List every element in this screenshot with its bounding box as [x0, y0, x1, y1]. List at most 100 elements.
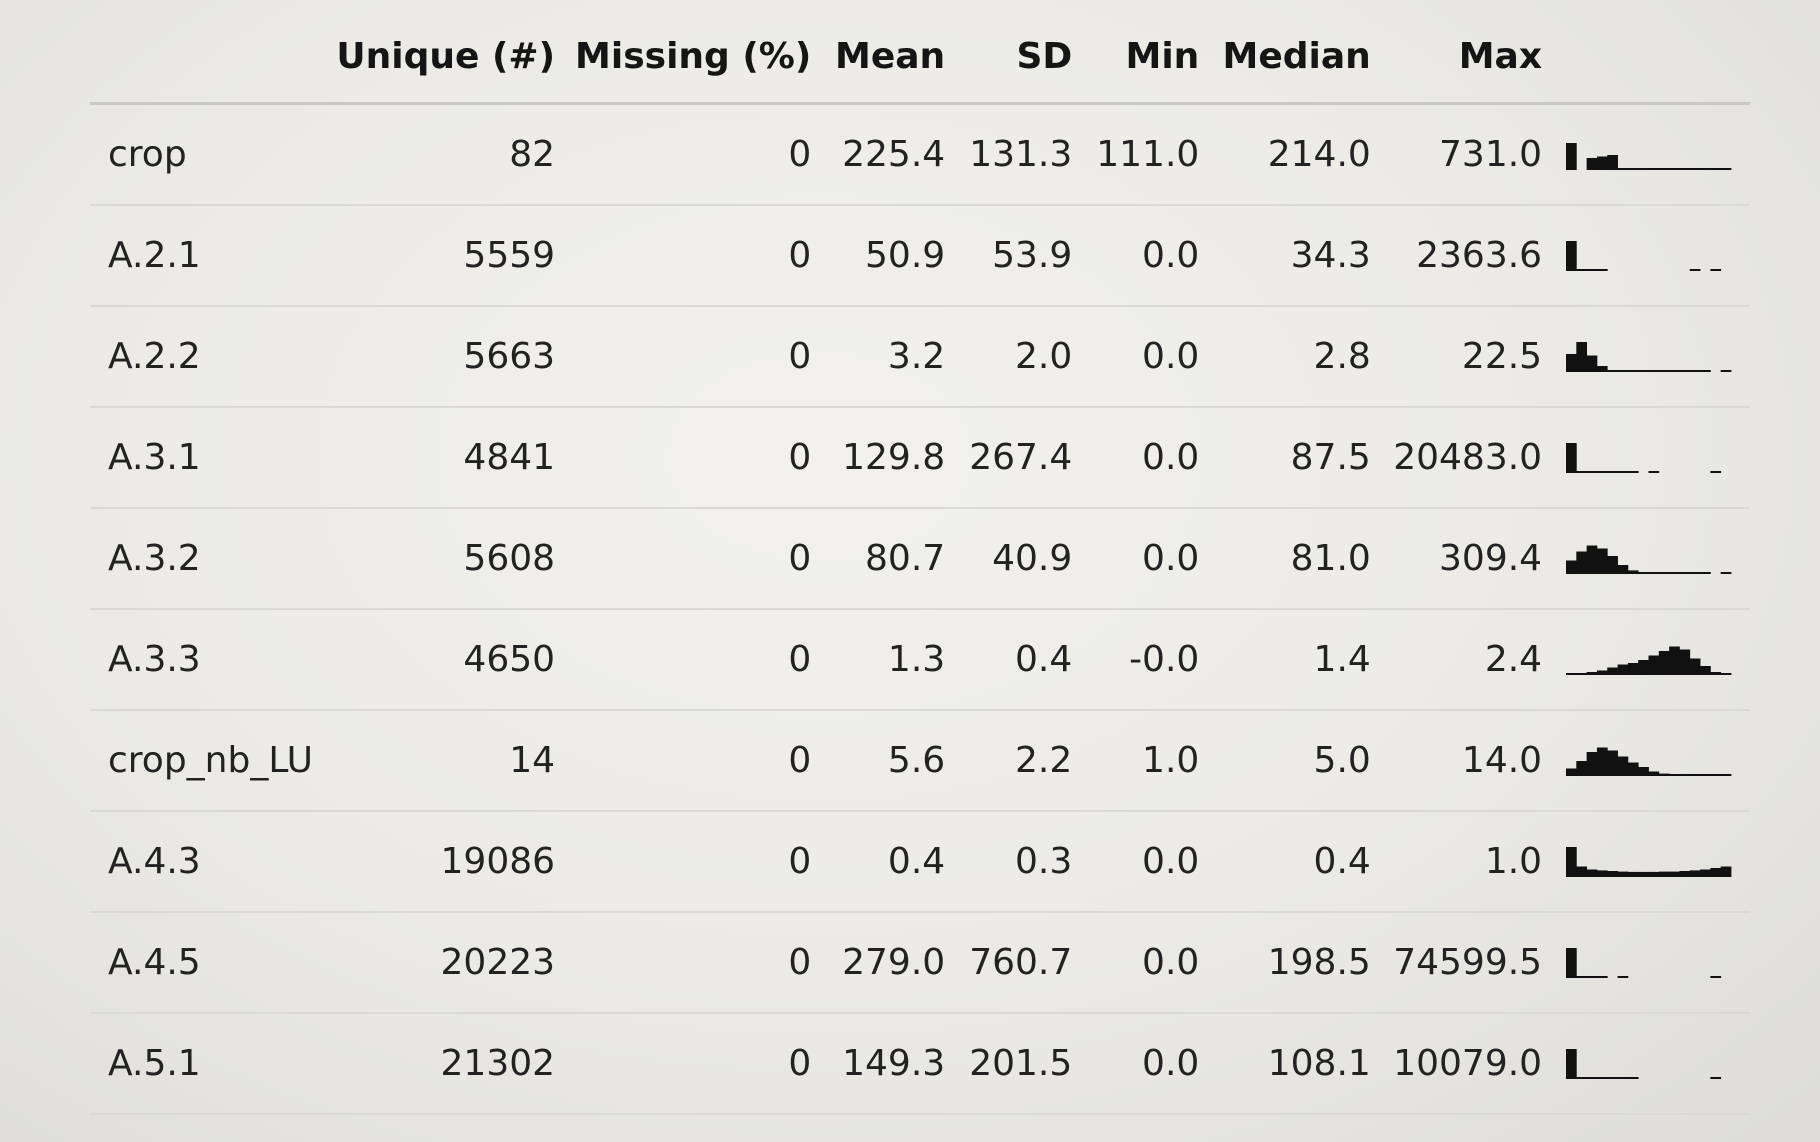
missing-percent: 0 — [565, 811, 822, 913]
table-row: crop 82 0 225.4 131.3 111.0 214.0 731.0 — [90, 103, 1750, 206]
histogram-bar — [1607, 667, 1619, 675]
median-value: 198.5 — [1209, 912, 1381, 1014]
variable-name: A.3.3 — [90, 609, 324, 711]
histogram-bar — [1710, 470, 1722, 473]
max-value: 731.0 — [1380, 103, 1553, 206]
median-value: 108.1 — [1209, 1013, 1381, 1115]
histogram-bar — [1648, 167, 1660, 170]
max-value: 10079.0 — [1380, 1013, 1553, 1115]
sd-value: 53.9 — [955, 205, 1083, 307]
histogram-bar — [1658, 167, 1670, 170]
histogram-bar — [1638, 659, 1649, 675]
histogram-bar — [1576, 866, 1588, 877]
histogram-bar — [1689, 268, 1701, 271]
histogram-bar — [1597, 268, 1608, 271]
sd-value: 2.0 — [955, 306, 1083, 408]
table-row: A.3.3 4650 0 1.3 0.4 -0.0 1.4 2.4 — [90, 609, 1750, 711]
histogram-bar — [1710, 167, 1722, 170]
header-histogram — [1552, 10, 1750, 105]
histogram-bar — [1617, 564, 1629, 574]
histogram-bar — [1566, 672, 1577, 675]
unique-count: 4650 — [324, 609, 566, 711]
mean-value: 50.9 — [821, 205, 956, 307]
histogram-bar — [1689, 773, 1701, 776]
mean-value: 0.4 — [821, 811, 956, 913]
histogram-bar — [1679, 167, 1691, 170]
histogram-bar — [1597, 548, 1608, 574]
header-sd: SD — [955, 10, 1083, 105]
min-value: 0.0 — [1082, 912, 1210, 1014]
histogram-bar — [1700, 869, 1711, 877]
histogram-bar — [1720, 571, 1732, 574]
histogram-bar — [1607, 870, 1619, 877]
unique-count: 19086 — [324, 811, 566, 913]
histogram-bar — [1700, 773, 1711, 776]
histogram-bar — [1700, 369, 1711, 372]
min-value: 111.0 — [1082, 103, 1210, 206]
unique-count: 21302 — [324, 1013, 566, 1115]
median-value: 214.0 — [1209, 103, 1381, 206]
unique-count: 5559 — [324, 205, 566, 307]
histogram-bar — [1586, 869, 1598, 877]
missing-percent: 0 — [565, 103, 822, 206]
median-value: 0.4 — [1209, 811, 1381, 913]
histogram-bar — [1679, 870, 1691, 877]
histogram-bar — [1700, 167, 1711, 170]
histogram-bar — [1586, 268, 1598, 271]
histogram-bar — [1669, 571, 1680, 574]
missing-percent: 0 — [565, 710, 822, 812]
mean-value: 80.7 — [821, 508, 956, 610]
variable-name: A.3.1 — [90, 407, 324, 509]
mean-value: 1.3 — [821, 609, 956, 711]
histogram-bar — [1689, 369, 1701, 372]
histogram-bar — [1597, 975, 1608, 978]
histogram-svg — [1566, 747, 1732, 776]
missing-percent: 0 — [565, 306, 822, 408]
histogram-bar — [1617, 664, 1629, 675]
histogram-bar — [1576, 551, 1588, 574]
histogram-bar — [1627, 662, 1639, 675]
sd-value: 0.4 — [955, 609, 1083, 711]
histogram-sparkline — [1552, 1013, 1750, 1115]
histogram-svg — [1566, 646, 1732, 675]
histogram-bar — [1679, 369, 1691, 372]
histogram-bar — [1627, 569, 1639, 574]
unique-count: 5663 — [324, 306, 566, 408]
histogram-bar — [1627, 762, 1639, 776]
min-value: 0.0 — [1082, 407, 1210, 509]
histogram-bar — [1627, 871, 1639, 877]
histogram-svg — [1566, 1048, 1722, 1079]
histogram-bar — [1658, 369, 1670, 372]
histogram-bar — [1566, 560, 1577, 574]
histogram-sparkline — [1552, 306, 1750, 408]
variable-name: A.4.5 — [90, 912, 324, 1014]
unique-count: 14 — [324, 710, 566, 812]
header-mean: Mean — [821, 10, 956, 105]
histogram-bar — [1658, 650, 1670, 675]
max-value: 74599.5 — [1380, 912, 1553, 1014]
histogram-bar — [1566, 353, 1577, 372]
histogram-bar — [1627, 369, 1639, 372]
histogram-bar — [1586, 545, 1598, 574]
histogram-svg — [1566, 442, 1722, 473]
unique-count: 4841 — [324, 407, 566, 509]
histogram-bar — [1638, 766, 1649, 776]
max-value: 20483.0 — [1380, 407, 1553, 509]
histogram-bar — [1669, 369, 1680, 372]
histogram-bar — [1669, 167, 1680, 170]
histogram-bar — [1586, 751, 1598, 776]
histogram-bar — [1586, 470, 1598, 473]
header-max: Max — [1380, 10, 1553, 105]
histogram-bar — [1566, 1048, 1577, 1079]
histogram-bar — [1597, 747, 1608, 776]
histogram-bar — [1627, 1076, 1639, 1079]
max-value: 14.0 — [1380, 710, 1553, 812]
median-value: 2.8 — [1209, 306, 1381, 408]
histogram-bar — [1638, 167, 1649, 170]
median-value: 1.4 — [1209, 609, 1381, 711]
histogram-bar — [1586, 671, 1598, 675]
histogram-bar — [1566, 947, 1577, 978]
histogram-bar — [1648, 571, 1660, 574]
histogram-bar — [1627, 167, 1639, 170]
